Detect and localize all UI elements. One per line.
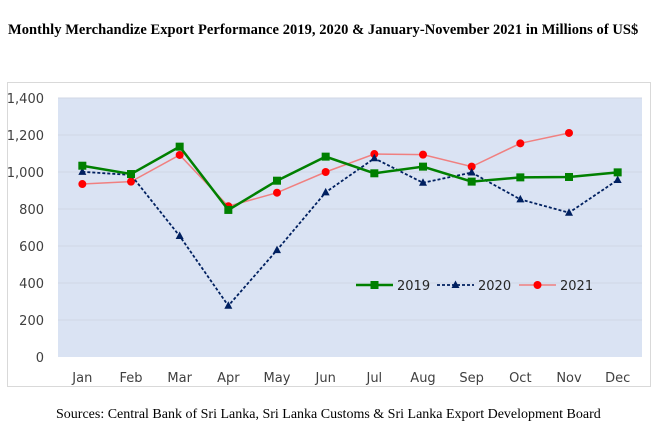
x-tick-label: Nov: [556, 371, 582, 386]
data-point-2019: [321, 152, 330, 161]
data-point-2021: [565, 128, 573, 137]
legend-marker-2019: [370, 281, 379, 289]
legend-label-2020: 2020: [478, 279, 511, 294]
chart-title: Monthly Merchandize Export Performance 2…: [8, 22, 639, 38]
data-point-2020: [321, 187, 330, 196]
legend-label-2021: 2021: [560, 279, 593, 294]
y-tick-label: 400: [19, 277, 44, 292]
data-point-2019: [565, 172, 573, 181]
data-point-2020: [175, 231, 184, 240]
data-point-2020: [565, 208, 573, 216]
y-tick-label: 200: [19, 314, 44, 329]
series-2019: [78, 142, 622, 214]
y-tick-label: 1,200: [7, 129, 44, 144]
data-point-2020: [467, 168, 476, 176]
data-point-2020: [419, 178, 427, 186]
data-point-2020: [273, 245, 281, 254]
series-group: [78, 128, 622, 309]
series-2021: [78, 128, 573, 211]
data-point-2020: [78, 167, 87, 175]
data-point-2021: [516, 139, 525, 148]
x-tick-label: Dec: [605, 371, 630, 386]
legend-item-2021: 2021: [519, 279, 593, 294]
legend-marker-2021: [533, 281, 542, 289]
y-tick-label: 1,000: [7, 166, 44, 181]
y-tick-label: 600: [19, 240, 44, 255]
source-note: Sources: Central Bank of Sri Lanka, Sri …: [56, 407, 601, 422]
series-line-2019: [82, 145, 618, 212]
x-tick-label: Mar: [167, 371, 192, 386]
data-point-2019: [516, 173, 525, 182]
x-tick-label: Jun: [315, 371, 336, 386]
y-tick-label: 0: [36, 351, 44, 366]
data-point-2020: [224, 301, 233, 309]
x-tick-label: Apr: [217, 371, 240, 386]
x-tick-label: Jan: [71, 371, 92, 386]
series-line-2020: [82, 157, 619, 308]
data-point-2019: [467, 177, 476, 186]
data-point-2021: [175, 150, 184, 159]
y-tick-label: 1,400: [7, 92, 44, 107]
data-point-2021: [78, 180, 87, 189]
x-tick-label: Feb: [119, 371, 142, 386]
series-2020: [78, 153, 622, 309]
data-point-2020: [613, 175, 622, 183]
data-point-2019: [370, 169, 379, 178]
data-point-2019: [273, 176, 281, 185]
legend-marker-2020: [451, 280, 460, 288]
data-point-2019: [175, 142, 184, 151]
x-tick-label: Oct: [509, 371, 531, 386]
legend-item-2020: 2020: [437, 279, 511, 294]
data-point-2021: [419, 150, 427, 159]
y-axis-ticks: 0 200 400 600 800 1,000 1,200 1,400: [7, 92, 44, 366]
data-point-2019: [419, 162, 427, 171]
legend: 2019 2020 2021: [356, 279, 593, 294]
y-tick-label: 800: [19, 203, 44, 218]
x-tick-label: Aug: [410, 371, 435, 386]
legend-label-2019: 2019: [397, 279, 430, 294]
data-point-2021: [273, 188, 281, 197]
data-point-2021: [321, 168, 330, 176]
data-point-2020: [370, 153, 379, 162]
x-tick-label: May: [264, 371, 291, 386]
x-tick-label: Sep: [459, 371, 484, 386]
data-point-2019: [78, 161, 87, 170]
data-point-2021: [467, 162, 476, 171]
data-point-2019: [613, 168, 622, 177]
gridlines: [58, 97, 642, 321]
data-point-2019: [224, 205, 233, 214]
data-point-2021: [127, 177, 135, 186]
legend-item-2019: 2019: [356, 279, 430, 294]
plot-area: [58, 98, 642, 357]
x-tick-label: Jul: [365, 371, 382, 386]
x-axis-ticks: Jan Feb Mar Apr May Jun Jul Aug Sep Oct Nov Dec: [71, 371, 630, 386]
data-point-2019: [127, 170, 135, 179]
data-point-2020: [516, 194, 525, 203]
